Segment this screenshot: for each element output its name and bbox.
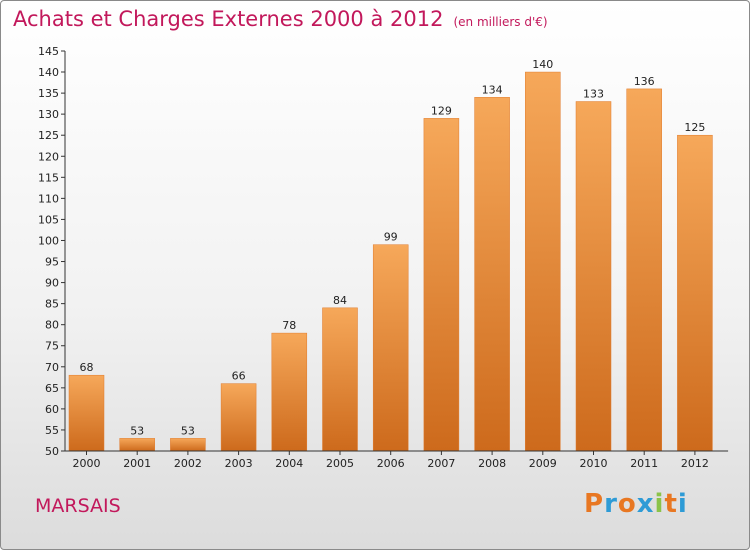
bar-value-label: 133 (583, 88, 604, 101)
bar-2012 (677, 134, 713, 452)
bar-value-label: 129 (431, 104, 452, 117)
bar-2009 (525, 71, 561, 452)
bar-value-label: 99 (384, 231, 398, 244)
bar-2006 (372, 244, 409, 452)
y-tick-label: 115 (38, 171, 59, 184)
y-tick-label: 55 (45, 424, 59, 437)
x-tick-label: 2002 (174, 457, 202, 470)
x-tick-label: 2009 (529, 457, 557, 470)
bar-value-label: 68 (80, 361, 94, 374)
logo-letter: t (664, 489, 678, 519)
y-tick-label: 105 (38, 213, 59, 226)
bar-2008 (474, 97, 510, 452)
bar-value-label: 134 (482, 83, 503, 96)
chart-title-text: Achats et Charges Externes 2000 à 2012 (13, 7, 444, 31)
x-tick-label: 2006 (377, 457, 405, 470)
logo-letter: r (604, 489, 618, 519)
y-tick-label: 90 (45, 277, 59, 290)
y-tick-label: 95 (45, 256, 59, 269)
bar-2004 (271, 332, 308, 452)
bar-value-label: 66 (232, 370, 246, 383)
logo-letter: i (654, 489, 665, 519)
bar-2001 (119, 438, 155, 452)
chart-subtitle: (en milliers d'€) (453, 15, 548, 29)
logo-letter: x (636, 489, 655, 519)
bar-value-label: 84 (333, 294, 347, 307)
y-tick-label: 100 (38, 234, 59, 247)
x-tick-label: 2011 (630, 457, 658, 470)
y-tick-label: 120 (38, 150, 59, 163)
bar-value-label: 140 (532, 58, 553, 71)
commune-name: MARSAIS (35, 495, 121, 517)
bar-2010 (575, 101, 612, 452)
y-tick-label: 125 (38, 129, 59, 142)
x-tick-label: 2007 (427, 457, 455, 470)
bar-value-label: 78 (282, 319, 296, 332)
y-tick-label: 130 (38, 108, 59, 121)
bars: 68 53 53 66 78 84 99 129 134 140 133 136 125 (68, 58, 713, 452)
y-tick-label: 50 (45, 445, 59, 458)
bar-value-label: 125 (684, 121, 705, 134)
proxiti-logo[interactable]: Proxiti (584, 489, 688, 519)
y-tick-label: 60 (45, 403, 59, 416)
bar-2000 (68, 374, 105, 452)
x-tick-label: 2003 (225, 457, 253, 470)
x-tick-label: 2005 (326, 457, 354, 470)
y-tick-label: 140 (38, 66, 59, 79)
y-tick-label: 75 (45, 340, 59, 353)
logo-letter: P (584, 489, 605, 519)
y-tick-label: 85 (45, 298, 59, 311)
x-tick-label: 2008 (478, 457, 506, 470)
y-tick-label: 135 (38, 87, 59, 100)
y-tick-label: 80 (45, 319, 59, 332)
y-tick-label: 65 (45, 382, 59, 395)
bar-2007 (423, 118, 460, 452)
y-tick-label: 110 (38, 192, 59, 205)
bar-value-label: 53 (130, 424, 144, 437)
x-axis: 2000 2001 2002 2003 2004 2005 2006 2007 2008 2009… (65, 450, 729, 470)
bar-2005 (322, 307, 358, 452)
logo-letter: i (677, 489, 688, 519)
bar-2002 (170, 438, 206, 452)
x-tick-label: 2004 (275, 457, 303, 470)
x-tick-label: 2012 (681, 457, 709, 470)
bar-value-label: 136 (634, 75, 655, 88)
bar-value-label: 53 (181, 424, 195, 437)
y-axis: 50 55 60 65 70 75 80 85 90 95 100 105 110 115 120 125 13… (38, 45, 66, 458)
y-tick-label: 70 (45, 361, 59, 374)
logo-letter: o (617, 489, 637, 519)
x-tick-label: 2010 (580, 457, 608, 470)
bar-2011 (626, 88, 662, 452)
y-tick-label: 145 (38, 45, 59, 58)
chart-title: Achats et Charges Externes 2000 à 2012 (e… (13, 7, 548, 31)
x-tick-label: 2001 (123, 457, 151, 470)
bar-2003 (220, 383, 257, 452)
x-tick-label: 2000 (73, 457, 101, 470)
